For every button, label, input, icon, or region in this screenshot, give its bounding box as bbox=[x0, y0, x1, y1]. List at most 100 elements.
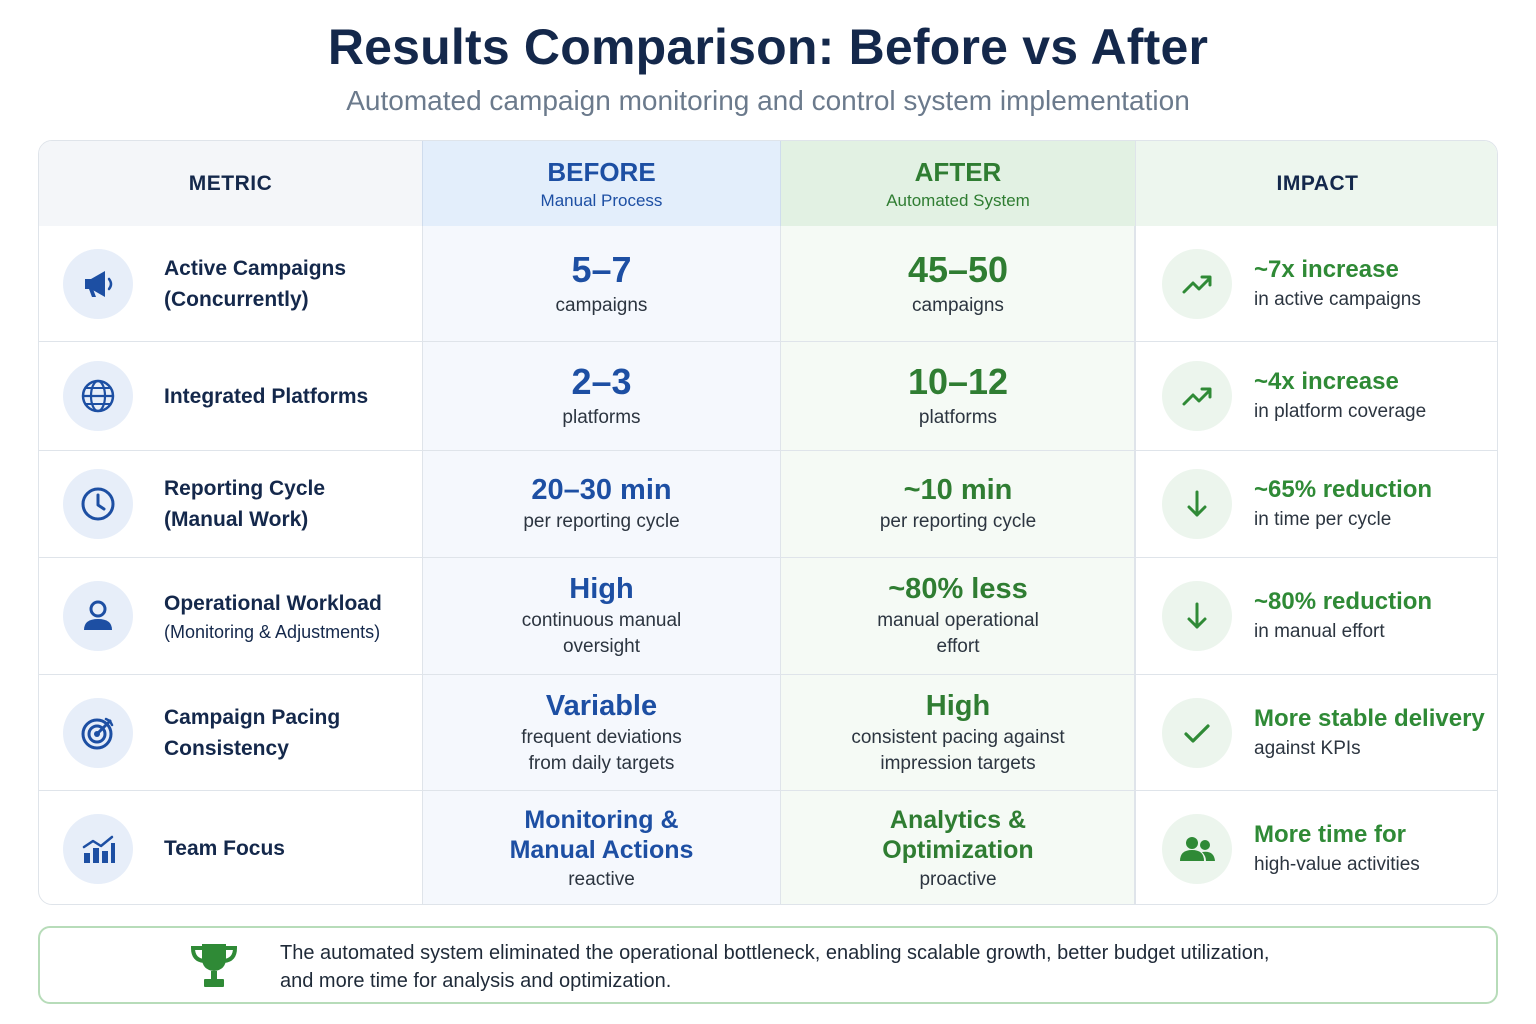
before-cell: 2–3 platforms bbox=[422, 342, 781, 450]
metric-label: Campaign Pacing Consistency bbox=[164, 702, 412, 764]
before-caption: per reporting cycle bbox=[523, 511, 680, 532]
before-value: Variable bbox=[545, 689, 658, 722]
before-value: 2–3 bbox=[571, 361, 632, 402]
impact-headline: ~7x increase bbox=[1254, 255, 1399, 283]
metric-label-line1: Active Campaigns bbox=[164, 256, 347, 280]
metric-label-line1: Campaign Pacing bbox=[164, 705, 341, 729]
after-value: 10–12 bbox=[907, 361, 1009, 402]
header-impact-label: IMPACT bbox=[1276, 171, 1359, 195]
header-after-title: AFTER bbox=[914, 156, 1002, 187]
after-value: High bbox=[925, 689, 991, 722]
header-before-title: BEFORE bbox=[547, 156, 656, 187]
before-caption-line1: frequent deviations bbox=[521, 726, 682, 748]
impact-text: ~4x increase in platform coverage bbox=[1254, 367, 1491, 425]
impact-description: in active campaigns bbox=[1254, 288, 1421, 310]
clock-icon bbox=[63, 469, 133, 539]
after-value: ~80% less bbox=[888, 573, 1028, 605]
impact-headline: ~65% reduction bbox=[1254, 476, 1433, 503]
after-cell: 10–12 platforms bbox=[781, 342, 1135, 450]
after-caption-line2: impression targets bbox=[880, 752, 1036, 774]
metric-label: Reporting Cycle (Manual Work) bbox=[164, 473, 412, 535]
metric-label: Team Focus bbox=[164, 837, 285, 860]
comparison-table: METRIC BEFORE Manual Process AFTER Autom… bbox=[38, 140, 1498, 905]
impact-headline: More stable delivery bbox=[1254, 704, 1485, 732]
metric-label-subtext: (Monitoring & Adjustments) bbox=[164, 621, 381, 642]
metric-cell: Operational Workload (Monitoring & Adjus… bbox=[39, 558, 422, 674]
metric-cell: Campaign Pacing Consistency bbox=[39, 675, 422, 790]
table-row: Active Campaigns (Concurrently) 5–7 camp… bbox=[39, 226, 1497, 342]
before-value-line1: Monitoring & bbox=[524, 805, 679, 834]
metric-label: Operational Workload (Monitoring & Adjus… bbox=[164, 588, 412, 645]
impact-text: ~7x increase in active campaigns bbox=[1254, 255, 1491, 313]
after-caption: platforms bbox=[918, 407, 998, 428]
after-caption-line1: manual operational bbox=[877, 610, 1039, 631]
after-caption: proactive bbox=[919, 868, 997, 890]
target-icon bbox=[63, 697, 133, 768]
after-value: 45–50 bbox=[907, 248, 1009, 290]
before-cell: 5–7 campaigns bbox=[422, 226, 781, 341]
metric-label-line2: Consistency bbox=[164, 736, 289, 760]
impact-cell: ~4x increase in platform coverage bbox=[1135, 342, 1497, 450]
analytics-chart-icon bbox=[63, 813, 133, 884]
table-row: Campaign Pacing Consistency Variable fre… bbox=[39, 675, 1497, 791]
table-row: Reporting Cycle (Manual Work) 20–30 min … bbox=[39, 451, 1497, 558]
after-cell: 45–50 campaigns bbox=[781, 226, 1135, 341]
before-value: High bbox=[569, 573, 634, 605]
metric-cell: Reporting Cycle (Manual Work) bbox=[39, 451, 422, 557]
table-row: Team Focus Monitoring & Manual Actions r… bbox=[39, 791, 1497, 904]
trend-up-icon bbox=[1162, 248, 1232, 319]
before-cell: Monitoring & Manual Actions reactive bbox=[422, 791, 781, 904]
impact-cell: ~7x increase in active campaigns bbox=[1135, 226, 1497, 341]
before-column-background bbox=[422, 141, 781, 904]
metric-label-line1: Reporting Cycle bbox=[164, 477, 326, 500]
impact-headline: ~4x increase bbox=[1254, 368, 1399, 395]
after-caption-line1: consistent pacing against bbox=[851, 726, 1065, 748]
table-row: Operational Workload (Monitoring & Adjus… bbox=[39, 558, 1497, 675]
team-icon bbox=[1162, 813, 1232, 884]
header-metric: METRIC bbox=[39, 141, 422, 226]
after-cell: ~10 min per reporting cycle bbox=[781, 451, 1135, 557]
impact-headline: More time for bbox=[1254, 820, 1407, 848]
impact-text: More time for high-value activities bbox=[1254, 820, 1491, 878]
trend-up-icon bbox=[1162, 361, 1232, 431]
header-after: AFTER Automated System bbox=[781, 141, 1135, 226]
metric-label: Integrated Platforms bbox=[164, 384, 369, 408]
before-value: 5–7 bbox=[571, 248, 632, 290]
after-value-line2: Optimization bbox=[882, 835, 1034, 864]
impact-cell: ~80% reduction in manual effort bbox=[1135, 558, 1497, 674]
globe-icon bbox=[63, 361, 133, 431]
table-header: METRIC BEFORE Manual Process AFTER Autom… bbox=[39, 141, 1497, 226]
after-caption: campaigns bbox=[912, 294, 1004, 316]
user-icon bbox=[63, 581, 133, 651]
impact-text: ~65% reduction in time per cycle bbox=[1254, 475, 1491, 533]
summary-text-line1: The automated system eliminated the oper… bbox=[280, 942, 1270, 964]
metric-label: Active Campaigns (Concurrently) bbox=[164, 253, 412, 315]
megaphone-icon bbox=[63, 248, 133, 319]
checkmark-icon bbox=[1162, 697, 1232, 768]
metric-label-line2: (Manual Work) bbox=[164, 508, 309, 531]
arrow-down-icon bbox=[1162, 469, 1232, 539]
after-cell: Analytics & Optimization proactive bbox=[781, 791, 1135, 904]
before-caption-line1: continuous manual bbox=[521, 610, 682, 631]
impact-description: high-value activities bbox=[1254, 853, 1420, 875]
impact-description: against KPIs bbox=[1254, 737, 1361, 759]
table-row: Integrated Platforms 2–3 platforms 10–12… bbox=[39, 342, 1497, 451]
before-value-line2: Manual Actions bbox=[509, 835, 694, 864]
before-caption-line2: oversight bbox=[562, 636, 641, 657]
summary-text-line2: and more time for analysis and optimizat… bbox=[280, 970, 672, 992]
impact-headline: ~80% reduction bbox=[1254, 588, 1433, 615]
impact-description: in platform coverage bbox=[1254, 401, 1427, 422]
before-caption: platforms bbox=[562, 407, 641, 428]
after-caption-line2: effort bbox=[936, 636, 980, 657]
summary-callout: The automated system eliminated the oper… bbox=[38, 926, 1498, 1004]
impact-cell: ~65% reduction in time per cycle bbox=[1135, 451, 1497, 557]
before-caption: reactive bbox=[568, 868, 635, 890]
before-cell: 20–30 min per reporting cycle bbox=[422, 451, 781, 557]
before-caption: campaigns bbox=[555, 294, 648, 316]
header-before-subtitle: Manual Process bbox=[540, 190, 663, 210]
impact-text: More stable delivery against KPIs bbox=[1254, 704, 1491, 762]
impact-description: in manual effort bbox=[1254, 621, 1385, 642]
trophy-icon bbox=[186, 938, 242, 994]
metric-label-line2: (Concurrently) bbox=[164, 287, 309, 311]
header-before: BEFORE Manual Process bbox=[422, 141, 781, 226]
